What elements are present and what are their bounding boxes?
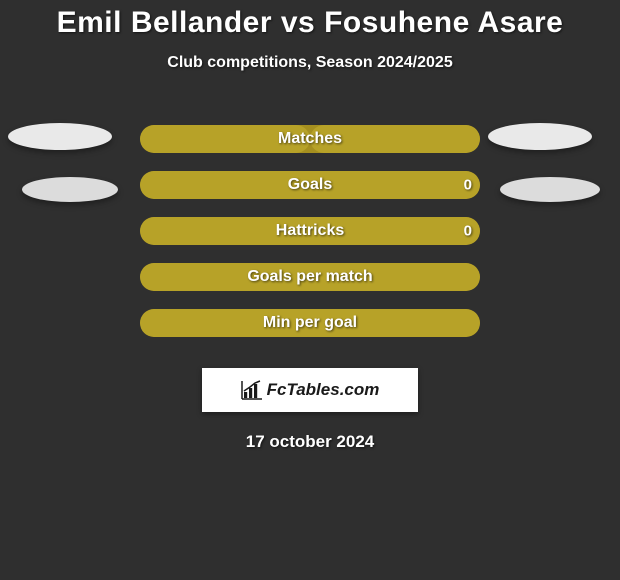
chart-row: Goals 0 [0, 162, 620, 208]
logo-box: FcTables.com [202, 368, 418, 412]
bar-track: Goals per match [140, 263, 480, 291]
logo-text: FcTables.com [267, 380, 380, 400]
content-wrapper: Emil Bellander vs Fosuhene Asare Club co… [0, 0, 620, 452]
chart-row: Min per goal [0, 300, 620, 346]
bar-label: Matches [278, 130, 342, 148]
bar-track: Goals 0 [140, 171, 480, 199]
bar-track: Matches [140, 125, 480, 153]
bar-label: Goals [288, 176, 332, 194]
comparison-chart: Matches Goals 0 Hattricks 0 Goals per match Mi… [0, 116, 620, 346]
page-subtitle: Club competitions, Season 2024/2025 [0, 54, 620, 72]
bar-label: Min per goal [263, 314, 357, 332]
logo: FcTables.com [241, 380, 380, 400]
chart-row: Goals per match [0, 254, 620, 300]
chart-row: Matches [0, 116, 620, 162]
bar-value-right: 0 [464, 177, 472, 194]
bar-track: Min per goal [140, 309, 480, 337]
bar-track: Hattricks 0 [140, 217, 480, 245]
bar-label: Hattricks [276, 222, 344, 240]
chart-row: Hattricks 0 [0, 208, 620, 254]
page-title: Emil Bellander vs Fosuhene Asare [0, 0, 620, 40]
bar-chart-icon [241, 380, 263, 400]
date-line: 17 october 2024 [0, 432, 620, 452]
bar-value-right: 0 [464, 223, 472, 240]
bar-label: Goals per match [247, 268, 372, 286]
